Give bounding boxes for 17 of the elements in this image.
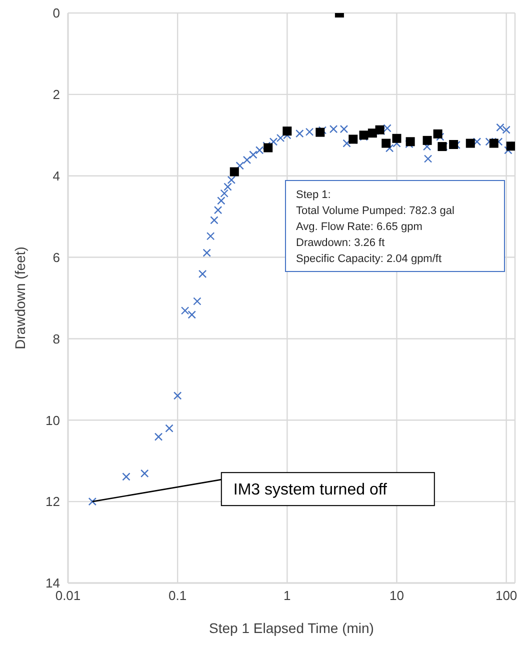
annotation: IM3 system turned off: [233, 482, 388, 499]
x-tick-label: 0.1: [168, 588, 187, 604]
x-tick-label: 1: [284, 588, 291, 604]
y-tick-label: 14: [46, 576, 60, 591]
annotation: Step 1: Total Volume Pumped: 782.3 gal Avg. Flow Rate: 6.65 gpm Drawdown: 3.26 ft Specific Capacity: 2.04 gpm/ft: [296, 188, 454, 267]
y-tick-label: 10: [46, 412, 60, 428]
x-tick-label: 0.01: [55, 588, 81, 604]
y-tick-label: 8: [52, 331, 60, 346]
x-tick-label: 100: [495, 588, 518, 604]
y-tick-label: 6: [52, 250, 60, 265]
y-axis-title: Drawdown (feet): [12, 246, 28, 350]
x-axis-title: Step 1 Elapsed Time (min): [209, 620, 374, 636]
y-tick-label: 12: [46, 494, 60, 510]
x-tick-label: 10: [390, 588, 404, 604]
y-tick-label: 4: [52, 168, 60, 184]
y-tick-label: 0: [52, 6, 60, 21]
y-tick-label: 2: [52, 87, 60, 102]
